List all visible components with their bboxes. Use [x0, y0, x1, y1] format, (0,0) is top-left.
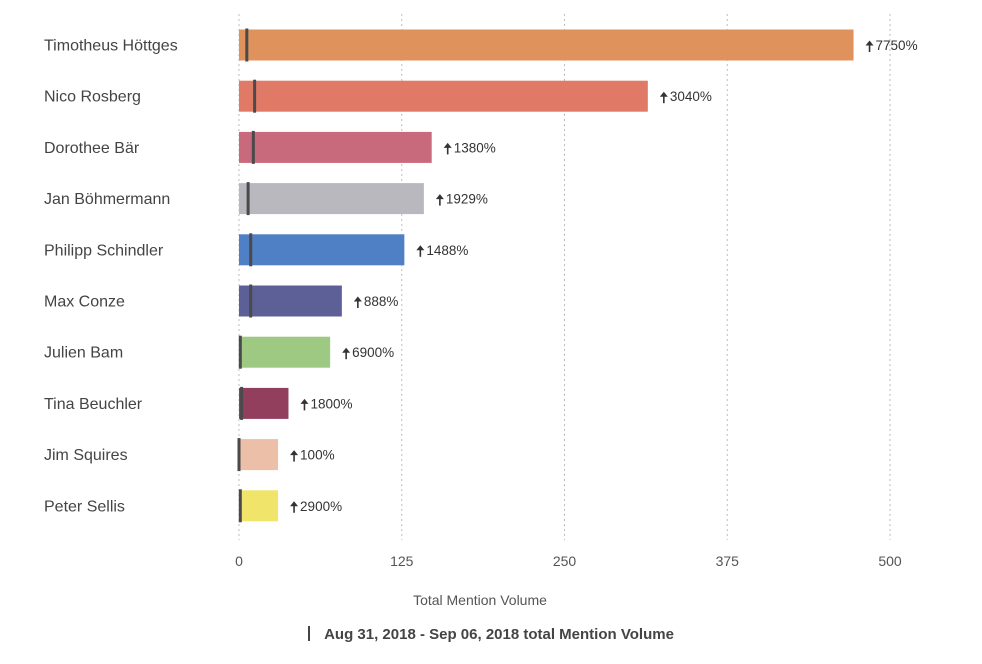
- bar[interactable]: [239, 439, 279, 471]
- category-label: Philipp Schindler: [44, 242, 164, 259]
- previous-period-marker: [240, 386, 244, 420]
- bar[interactable]: [239, 234, 405, 266]
- category-label: Jim Squires: [44, 447, 128, 464]
- bar[interactable]: [239, 336, 331, 368]
- x-tick-label: 375: [716, 553, 740, 569]
- arrow-up-icon-head: [290, 450, 299, 456]
- previous-period-marker: [245, 28, 249, 62]
- arrow-up-icon-head: [353, 296, 362, 302]
- arrow-up-icon: [290, 450, 299, 462]
- arrow-up-icon: [416, 245, 425, 257]
- legend-label: Aug 31, 2018 - Sep 06, 2018 total Mentio…: [324, 626, 674, 643]
- previous-period-marker: [238, 335, 242, 369]
- previous-period-marker: [253, 79, 257, 113]
- arrow-up-icon: [659, 91, 668, 104]
- arrow-up-icon-head: [290, 501, 299, 507]
- x-axis-title: Total Mention Volume: [413, 592, 547, 608]
- bar[interactable]: [239, 80, 648, 112]
- labels: 0 125 250 375 500 Timotheus Höttges 7750% Nico …: [44, 38, 918, 570]
- arrow-up-icon-head: [659, 91, 668, 97]
- arrow-up-icon: [865, 40, 874, 52]
- change-label: 7750%: [876, 38, 918, 53]
- category-label: Dorothee Bär: [44, 140, 140, 157]
- legend: Aug 31, 2018 - Sep 06, 2018 total Mentio…: [0, 626, 982, 643]
- arrow-up-icon: [353, 296, 362, 308]
- category-label: Tina Beuchler: [44, 396, 143, 413]
- previous-period-marker: [249, 284, 253, 318]
- x-tick-label: 125: [390, 553, 414, 569]
- arrow-up-icon-head: [865, 40, 874, 46]
- arrow-up-icon-head: [435, 194, 444, 200]
- change-label: 3040%: [670, 89, 712, 104]
- arrow-up-icon-head: [443, 142, 452, 148]
- arrow-up-icon-head: [416, 245, 425, 251]
- category-label: Peter Sellis: [44, 498, 125, 515]
- change-label: 888%: [364, 294, 399, 309]
- arrow-up-icon: [435, 194, 444, 206]
- previous-period-marker: [238, 489, 242, 523]
- legend-marker: [308, 626, 311, 641]
- x-tick-label: 0: [235, 553, 243, 569]
- x-tick-label: 500: [878, 553, 902, 569]
- bar[interactable]: [239, 490, 279, 522]
- previous-period-marker: [249, 233, 253, 267]
- category-label: Max Conze: [44, 294, 125, 311]
- change-label: 1380%: [454, 140, 496, 155]
- previous-period-marker: [251, 130, 255, 164]
- change-label: 100%: [300, 448, 335, 463]
- category-label: Jan Böhmermann: [44, 191, 170, 208]
- previous-period-marker: [237, 438, 241, 472]
- arrow-up-icon: [290, 501, 299, 513]
- bar[interactable]: [239, 387, 289, 419]
- change-label: 2900%: [300, 499, 342, 514]
- category-label: Timotheus Höttges: [44, 38, 178, 55]
- change-label: 1488%: [426, 243, 468, 258]
- arrow-up-icon: [443, 142, 452, 155]
- bars: [237, 28, 854, 523]
- bar[interactable]: [239, 29, 854, 61]
- arrow-up-icon: [300, 398, 309, 411]
- arrow-up-icon: [342, 347, 351, 360]
- change-label: 1800%: [310, 396, 352, 411]
- arrow-up-icon-head: [300, 398, 309, 404]
- change-label: 1929%: [446, 192, 488, 207]
- category-label: Nico Rosberg: [44, 89, 141, 106]
- bar[interactable]: [239, 285, 342, 317]
- previous-period-marker: [246, 182, 250, 216]
- x-tick-label: 250: [553, 553, 577, 569]
- category-label: Julien Bam: [44, 345, 123, 362]
- bar[interactable]: [239, 131, 432, 163]
- arrow-up-icon-head: [342, 347, 351, 353]
- bar[interactable]: [239, 183, 424, 215]
- change-label: 6900%: [352, 345, 394, 360]
